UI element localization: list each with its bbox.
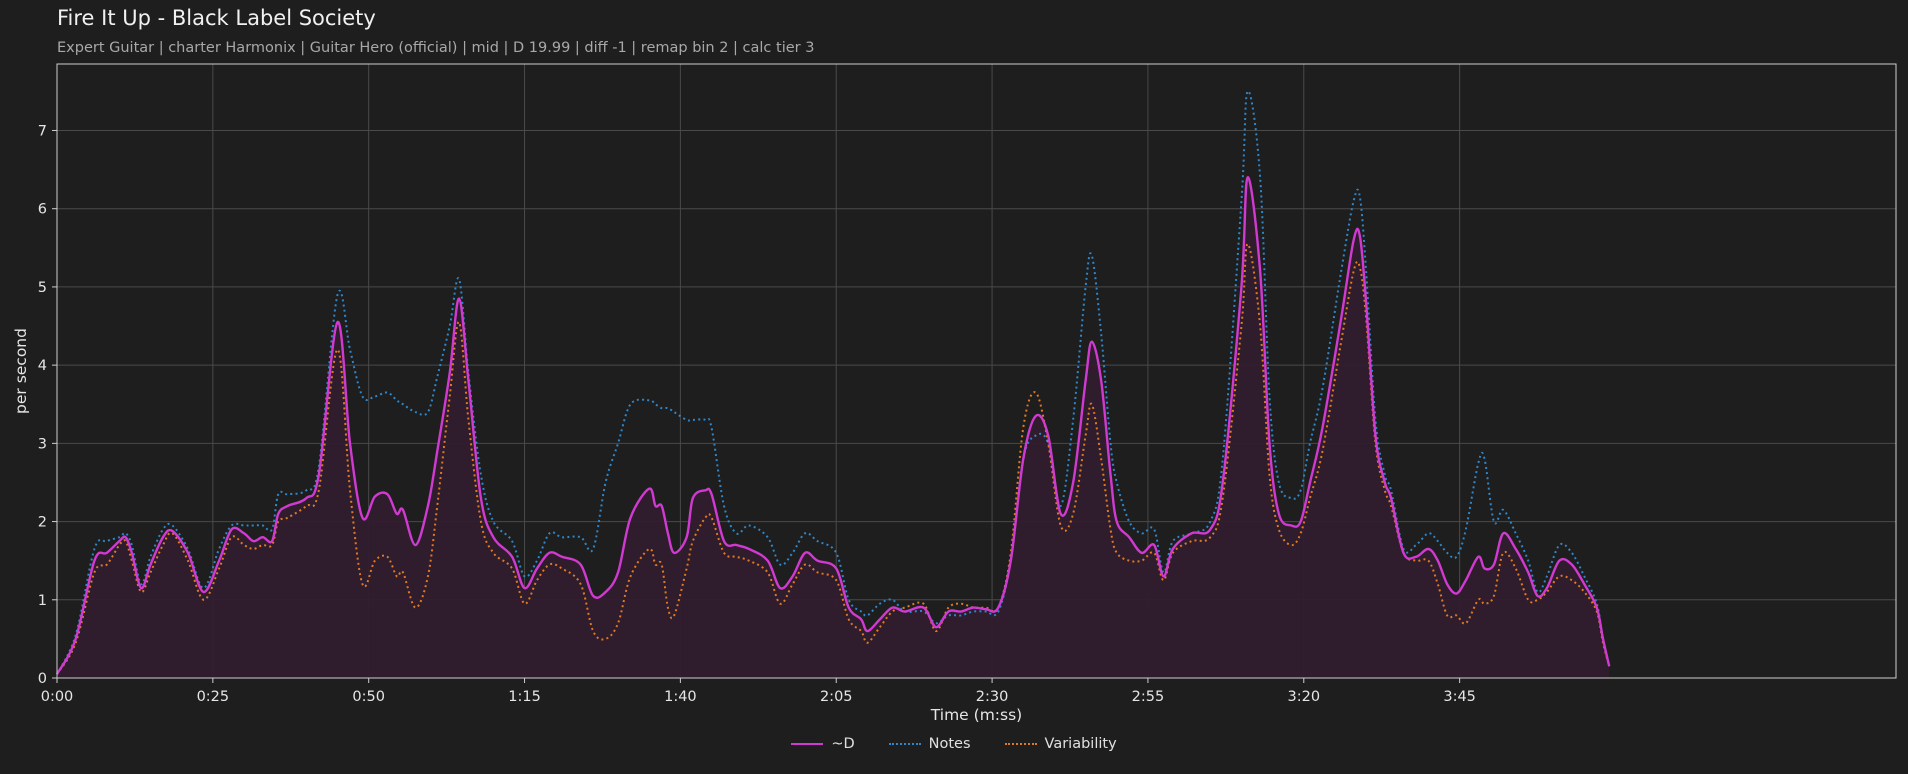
d-area — [57, 177, 1610, 678]
y-tick-label: 1 — [38, 593, 47, 609]
chart-subtitle: Expert Guitar | charter Harmonix | Guita… — [57, 40, 815, 56]
y-tick-label: 4 — [38, 358, 47, 374]
x-tick-label: 2:05 — [820, 689, 853, 705]
y-tick-label: 3 — [38, 436, 47, 452]
legend-swatch-notes — [888, 743, 921, 745]
legend-swatch-variability — [1004, 743, 1037, 745]
x-tick-label: 3:20 — [1287, 689, 1320, 705]
y-tick-label: 2 — [38, 515, 47, 531]
series-lines — [55, 90, 1611, 675]
x-tick-label: 0:25 — [197, 689, 230, 705]
x-tick-label: 3:45 — [1443, 689, 1476, 705]
chart-area: 0:00 0:25 0:50 1:15 1:40 2:05 2:30 2:55 3:20 3:45… — [12, 63, 1897, 724]
y-tick-label: 5 — [38, 280, 47, 296]
legend-item-variability: Variability — [1004, 736, 1117, 752]
x-tick-label: 2:30 — [976, 689, 1009, 705]
legend-item-d: ~D — [791, 736, 855, 752]
y-tick-label: 6 — [38, 202, 47, 218]
plot-frame — [56, 63, 1897, 679]
x-axis-ticks: 0:00 0:25 0:50 1:15 1:40 2:05 2:30 2:55 3:20 3:45 — [41, 678, 1476, 705]
legend-item-notes: Notes — [888, 736, 971, 752]
y-axis-label: per second — [12, 328, 30, 414]
d-area-fill — [57, 177, 1610, 678]
x-tick-label: 1:15 — [508, 689, 541, 705]
y-tick-label: 0 — [38, 671, 47, 687]
legend: ~D Notes Variability — [0, 736, 1908, 752]
x-tick-label: 1:40 — [664, 689, 697, 705]
series-line-notes — [56, 90, 1611, 675]
series-line-d — [55, 176, 1611, 675]
y-tick-label: 7 — [38, 123, 47, 139]
y-axis-ticks: 0 1 2 3 4 5 6 7 — [38, 123, 57, 687]
x-tick-label: 0:00 — [41, 689, 74, 705]
chart-title: Fire It Up - Black Label Society — [57, 6, 376, 30]
x-tick-label: 2:55 — [1132, 689, 1165, 705]
legend-label-notes: Notes — [928, 736, 971, 752]
x-tick-label: 0:50 — [352, 689, 385, 705]
x-axis-label: Time (m:ss) — [930, 706, 1022, 724]
legend-label-d: ~D — [831, 736, 855, 752]
legend-swatch-d — [791, 743, 824, 745]
series-line-variability — [56, 242, 1611, 675]
legend-label-variability: Variability — [1044, 736, 1117, 752]
